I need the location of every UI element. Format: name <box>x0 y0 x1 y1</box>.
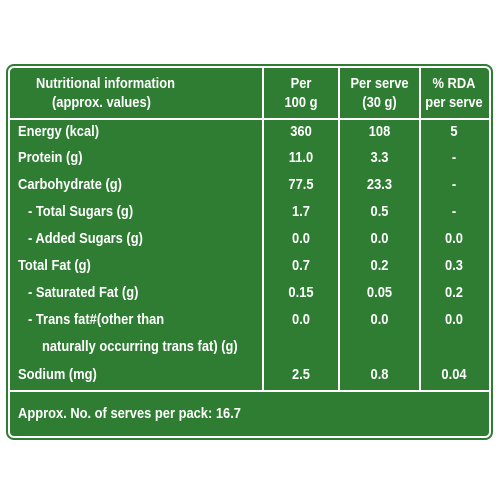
row-perserve: 0.2 <box>370 257 389 274</box>
row-rda: - <box>451 176 457 193</box>
row-rda: 0.2 <box>445 284 463 301</box>
row-label: Sodium (mg) <box>18 366 97 383</box>
row-per100: 360 <box>290 123 312 140</box>
header-nutrition-label: Nutritional information <box>36 75 176 92</box>
header-perserve-label: Per serve <box>350 75 409 92</box>
row-label: Protein (g) <box>18 149 83 166</box>
divider-header <box>10 118 489 120</box>
row-label: Energy (kcal) <box>18 123 100 140</box>
row-perserve: 0.5 <box>370 203 389 220</box>
header-perserve-rda-label: per serve <box>425 94 483 111</box>
serves-per-pack: Approx. No. of serves per pack: 16.7 <box>18 405 241 422</box>
row-label-continuation: naturally occurring trans fat) (g) <box>42 338 238 355</box>
row-rda: 5 <box>450 123 458 140</box>
row-rda: - <box>451 149 457 166</box>
row-label: - Saturated Fat (g) <box>28 284 139 301</box>
divider-col3 <box>419 68 421 390</box>
header-per-label: Per <box>290 75 312 92</box>
nutrition-table: Nutritional information (approx. values)… <box>8 66 491 438</box>
row-per100: 1.7 <box>292 203 310 220</box>
row-per100: 11.0 <box>288 149 314 166</box>
header-rda-label: % RDA <box>432 75 476 92</box>
row-label: Carbohydrate (g) <box>18 176 122 193</box>
row-label: Total Fat (g) <box>18 257 91 274</box>
row-perserve: 0.8 <box>370 366 389 383</box>
row-perserve: 23.3 <box>366 176 393 193</box>
row-label: - Trans fat#(other than <box>28 311 165 328</box>
divider-footer <box>10 390 489 392</box>
row-rda: - <box>451 203 457 220</box>
row-perserve: 108 <box>368 123 391 140</box>
row-per100: 77.5 <box>288 176 314 193</box>
row-rda: 0.3 <box>445 257 463 274</box>
table-grid: Nutritional information (approx. values)… <box>10 68 489 436</box>
row-perserve: 0.0 <box>370 230 389 247</box>
row-perserve: 3.3 <box>370 149 389 166</box>
row-label: - Total Sugars (g) <box>28 203 134 220</box>
row-rda: 0.0 <box>445 311 463 328</box>
row-rda: 0.04 <box>441 366 467 383</box>
row-per100: 0.7 <box>292 257 310 274</box>
row-per100: 2.5 <box>292 366 310 383</box>
header-100g-label: 100 g <box>284 94 318 111</box>
row-label: - Added Sugars (g) <box>28 230 143 247</box>
divider-col1 <box>262 68 264 390</box>
header-30g-label: (30 g) <box>362 94 397 111</box>
divider-col2 <box>338 68 340 390</box>
header-approx-label: (approx. values) <box>52 94 151 111</box>
row-rda: 0.0 <box>445 230 463 247</box>
row-perserve: 0.0 <box>370 311 389 328</box>
row-per100: 0.0 <box>292 311 310 328</box>
row-per100: 0.0 <box>292 230 310 247</box>
row-per100: 0.15 <box>288 284 314 301</box>
row-perserve: 0.05 <box>366 284 393 301</box>
